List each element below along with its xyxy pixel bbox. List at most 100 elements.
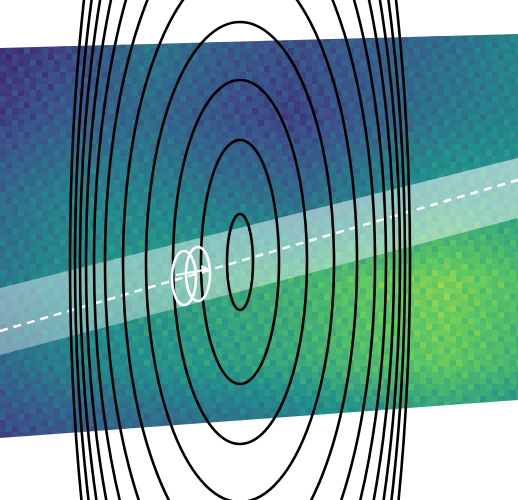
heatmap-cell <box>30 96 37 103</box>
heatmap-cell <box>498 96 505 103</box>
heatmap-cell <box>186 324 193 331</box>
heatmap-cell <box>414 126 421 133</box>
heatmap-cell <box>246 366 253 373</box>
heatmap-cell <box>492 234 499 241</box>
heatmap-cell <box>348 294 355 301</box>
heatmap-cell <box>474 162 481 169</box>
heatmap-cell <box>246 48 253 55</box>
heatmap-cell <box>270 126 277 133</box>
heatmap-cell <box>288 48 295 55</box>
heatmap-cell <box>60 198 67 205</box>
heatmap-cell <box>510 282 517 289</box>
heatmap-cell <box>48 180 55 187</box>
heatmap-cell <box>306 156 313 163</box>
heatmap-cell <box>168 126 175 133</box>
heatmap-cell <box>438 90 445 97</box>
heatmap-cell <box>414 48 421 55</box>
heatmap-cell <box>234 354 241 361</box>
heatmap-cell <box>468 34 475 37</box>
heatmap-cell <box>480 228 487 235</box>
heatmap-cell <box>498 48 505 55</box>
heatmap-cell <box>168 78 175 85</box>
heatmap-cell <box>492 312 499 319</box>
heatmap-cell <box>6 360 13 367</box>
heatmap-cell <box>30 102 37 109</box>
heatmap-cell <box>366 258 373 265</box>
heatmap-cell <box>12 252 19 259</box>
heatmap-cell <box>444 354 451 361</box>
heatmap-cell <box>162 126 169 133</box>
heatmap-cell <box>96 84 103 91</box>
heatmap-cell <box>234 90 241 97</box>
heatmap-cell <box>414 264 421 271</box>
heatmap-cell <box>252 318 259 325</box>
heatmap-cell <box>486 258 493 265</box>
heatmap-cell <box>0 132 7 139</box>
heatmap-cell <box>144 324 151 331</box>
heatmap-cell <box>102 174 109 181</box>
heatmap-cell <box>168 138 175 145</box>
heatmap-cell <box>468 132 475 139</box>
heatmap-cell <box>198 300 205 307</box>
heatmap-cell <box>54 144 61 151</box>
heatmap-cell <box>6 114 13 121</box>
heatmap-cell <box>144 174 151 181</box>
heatmap-cell <box>456 138 463 145</box>
heatmap-cell <box>174 168 181 175</box>
heatmap-cell <box>120 90 127 97</box>
heatmap-cell <box>36 156 43 163</box>
heatmap-cell <box>420 84 427 91</box>
heatmap-cell <box>114 234 121 241</box>
heatmap-cell <box>462 162 469 169</box>
heatmap-cell <box>36 102 43 109</box>
heatmap-cell <box>228 84 235 91</box>
heatmap-cell <box>120 66 127 73</box>
heatmap-cell <box>222 222 229 229</box>
heatmap-cell <box>198 342 205 349</box>
heatmap-cell <box>354 54 361 61</box>
heatmap-cell <box>414 312 421 319</box>
heatmap-cell <box>222 102 229 109</box>
heatmap-cell <box>300 276 307 283</box>
heatmap-cell <box>156 348 163 355</box>
heatmap-cell <box>84 114 91 121</box>
heatmap-cell <box>192 306 199 313</box>
heatmap-cell <box>510 138 517 145</box>
heatmap-cell <box>180 96 187 103</box>
heatmap-cell <box>360 318 367 325</box>
heatmap-cell <box>372 42 379 49</box>
heatmap-cell <box>276 366 283 373</box>
heatmap-cell <box>156 180 163 187</box>
heatmap-cell <box>234 108 241 115</box>
heatmap-cell <box>234 102 241 109</box>
heatmap-cell <box>42 348 49 355</box>
heatmap-cell <box>360 348 367 355</box>
heatmap-cell <box>372 174 379 181</box>
heatmap-cell <box>516 240 518 247</box>
heatmap-cell <box>78 78 85 85</box>
heatmap-cell <box>162 84 169 91</box>
heatmap-cell <box>342 48 349 55</box>
heatmap-cell <box>240 312 247 319</box>
heatmap-cell <box>174 354 181 361</box>
heatmap-cell <box>96 192 103 199</box>
heatmap-cell <box>366 342 373 349</box>
heatmap-cell <box>108 216 115 223</box>
heatmap-cell <box>498 42 505 49</box>
heatmap-cell <box>342 144 349 151</box>
heatmap-cell <box>426 102 433 109</box>
heatmap-cell <box>312 126 319 133</box>
heatmap-cell <box>156 126 163 133</box>
heatmap-cell <box>414 246 421 253</box>
heatmap-cell <box>12 84 19 91</box>
heatmap-cell <box>204 132 211 139</box>
heatmap-cell <box>0 258 7 265</box>
heatmap-cell <box>18 222 25 229</box>
heatmap-cell <box>198 330 205 337</box>
heatmap-cell <box>240 54 247 61</box>
heatmap-cell <box>240 210 247 217</box>
heatmap-cell <box>66 66 73 73</box>
heatmap-cell <box>174 234 181 241</box>
heatmap-cell <box>354 144 361 151</box>
heatmap-cell <box>378 258 385 265</box>
